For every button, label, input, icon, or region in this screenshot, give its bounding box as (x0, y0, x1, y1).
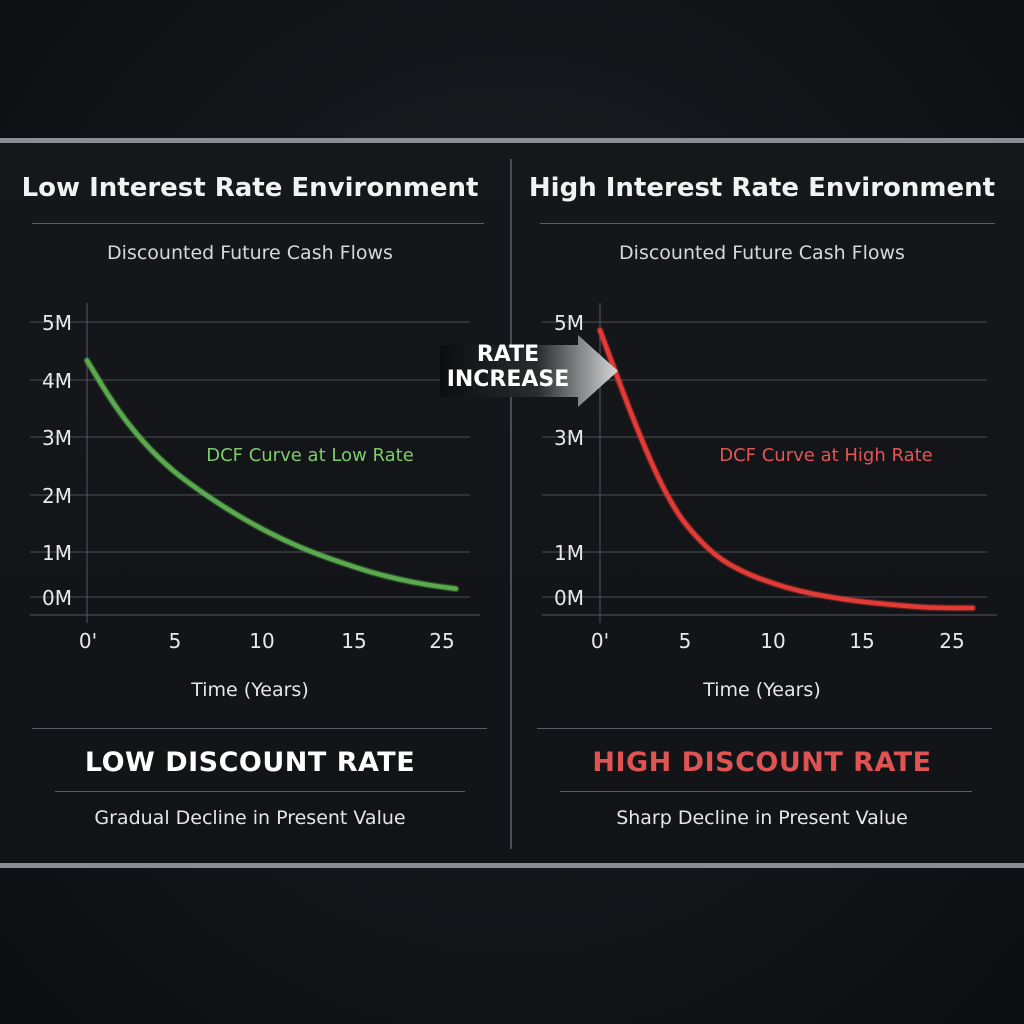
y-tick-label: 4M (42, 369, 72, 393)
y-tick-label: 1M (42, 541, 72, 565)
x-tick-label: 25 (429, 629, 454, 653)
y-tick-label: 2M (42, 484, 72, 508)
footer-rule (32, 728, 487, 729)
title-rule (540, 223, 995, 224)
y-tick-label: 0M (42, 586, 72, 610)
x-tick-label: 15 (341, 629, 366, 653)
panel-divider (510, 159, 512, 849)
rate-increase-label: RATE INCREASE (440, 342, 576, 392)
high-rate-footer-sub: Sharp Decline in Present Value (616, 807, 908, 829)
y-tick-label: 3M (42, 426, 72, 450)
x-tick-label: 10 (249, 629, 274, 653)
y-tick-label: 0M (554, 586, 584, 610)
y-tick-label: 3M (554, 426, 584, 450)
footer-sub-rule (560, 791, 972, 792)
title-rule (32, 223, 484, 224)
high-rate-xlabel: Time (Years) (703, 679, 821, 701)
dcf-curve-glow (83, 357, 460, 593)
high-rate-footer-title: HIGH DISCOUNT RATE (592, 747, 932, 778)
low-rate-panel: Low Interest Rate Environment Discounted… (0, 143, 500, 863)
y-tick-label: 1M (554, 541, 584, 565)
x-tick-label: 5 (169, 629, 182, 653)
low-rate-footer-sub: Gradual Decline in Present Value (94, 807, 406, 829)
comparison-board: Low Interest Rate Environment Discounted… (0, 138, 1024, 868)
rate-increase-line1: RATE (476, 342, 540, 367)
low-rate-title: Low Interest Rate Environment (21, 173, 479, 203)
x-tick-label: 15 (849, 629, 874, 653)
x-tick-label: 25 (939, 629, 964, 653)
rate-increase-arrow-icon (440, 335, 618, 407)
rate-increase-line2: INCREASE (446, 367, 570, 392)
x-tick-label: 5 (679, 629, 692, 653)
high-rate-panel: High Interest Rate Environment Discounte… (512, 143, 1012, 863)
y-tick-label: 5M (42, 311, 72, 335)
footer-sub-rule (55, 791, 465, 792)
dcf-curve-line (597, 328, 975, 611)
dcf-curve-line (84, 358, 459, 591)
low-rate-footer-title: LOW DISCOUNT RATE (84, 747, 416, 778)
high-rate-subtitle: Discounted Future Cash Flows (619, 242, 905, 264)
series-label: DCF Curve at High Rate (719, 445, 933, 466)
series-label: DCF Curve at Low Rate (206, 445, 414, 466)
footer-rule (537, 728, 992, 729)
x-tick-label: 0' (591, 629, 609, 653)
low-rate-chart: 5M 4M 3M 2M 1M 0M 0' 5 10 15 25 DCF Curve at Low Ra… (30, 303, 480, 653)
x-tick-label: 0' (79, 629, 97, 653)
y-tick-label: 5M (554, 311, 584, 335)
low-rate-xlabel: Time (Years) (191, 679, 309, 701)
high-rate-title: High Interest Rate Environment (528, 173, 996, 203)
x-tick-label: 10 (760, 629, 785, 653)
low-rate-subtitle: Discounted Future Cash Flows (107, 242, 393, 264)
